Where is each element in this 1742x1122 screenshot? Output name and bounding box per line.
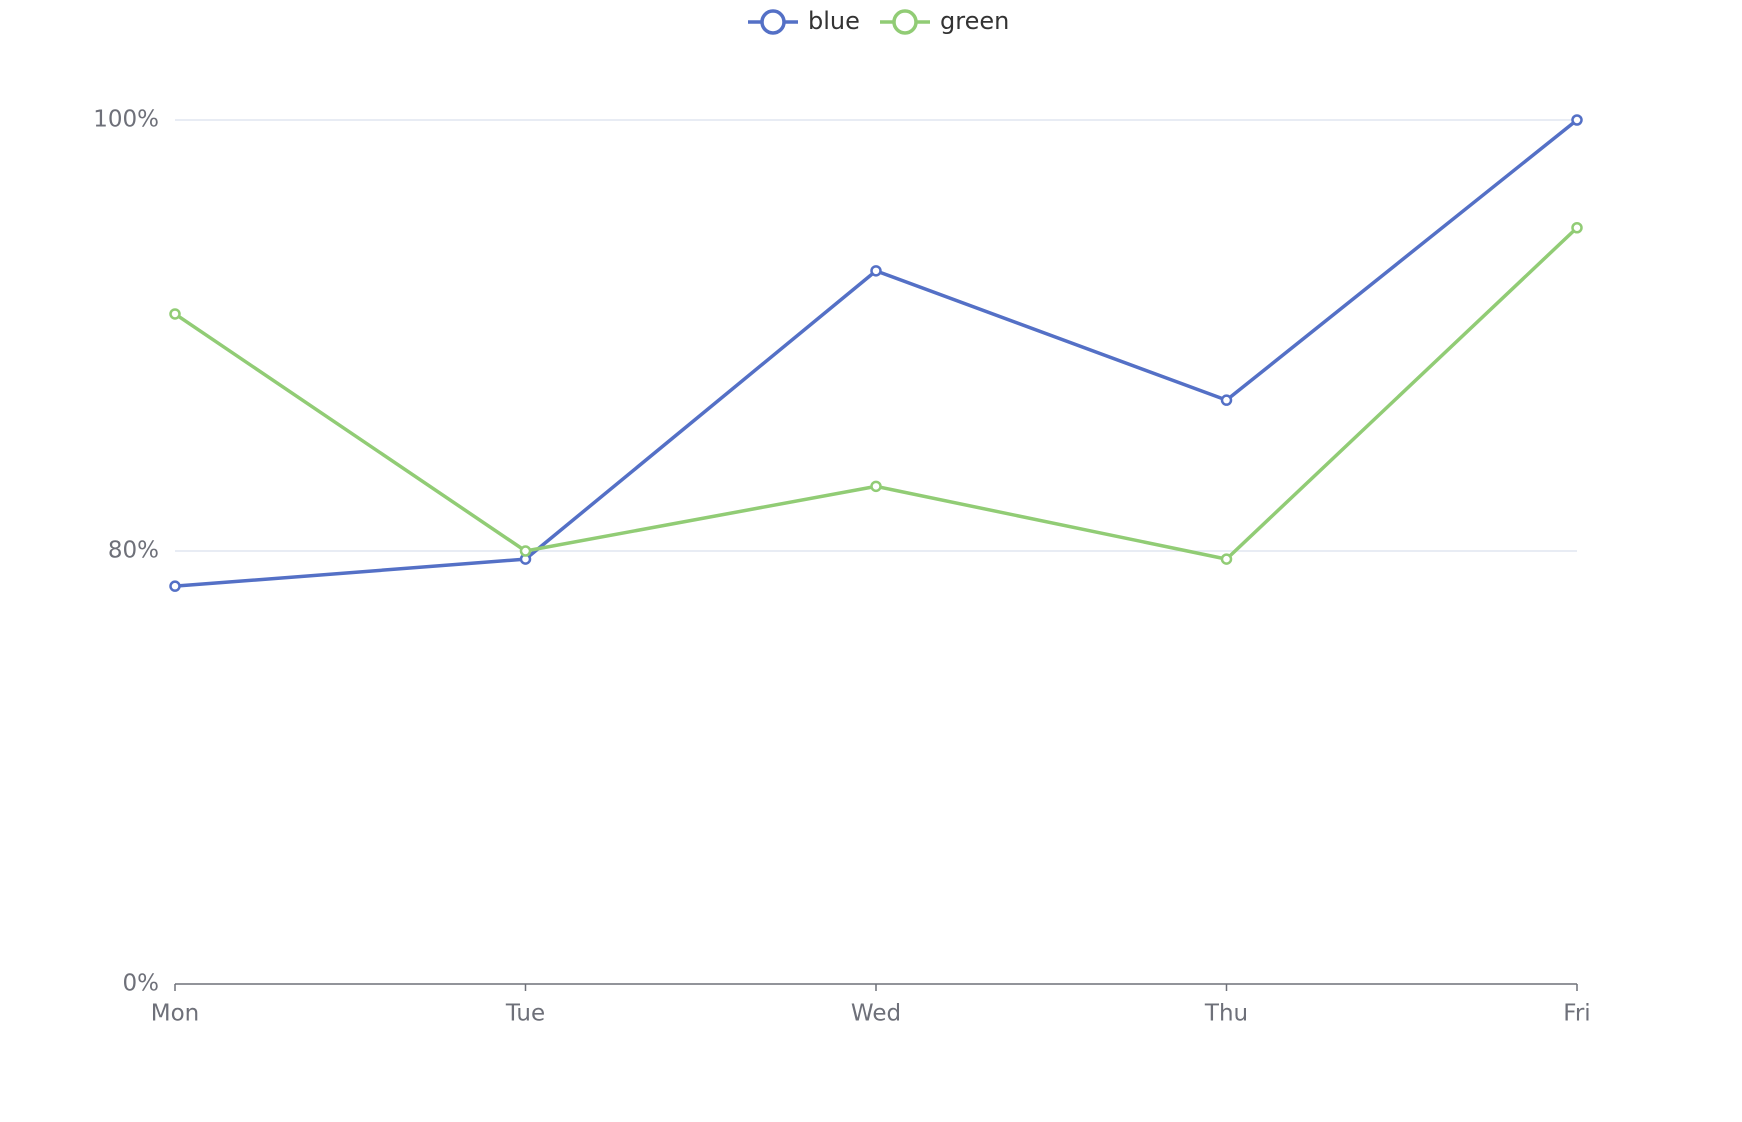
legend-label: blue — [808, 7, 860, 35]
x-tick-label: Wed — [851, 1001, 901, 1027]
legend-circle-icon — [760, 9, 786, 35]
y-axis-labels: 0% 80% 100% — [93, 107, 159, 997]
series-line-green — [174, 226, 1579, 561]
legend-circle-icon — [892, 9, 918, 35]
legend-item-blue[interactable]: blue — [748, 7, 860, 35]
x-tick-label: Thu — [1204, 1001, 1248, 1027]
series-line-blue — [174, 118, 1579, 588]
y-tick-label: 0% — [123, 971, 160, 997]
data-point[interactable] — [1220, 553, 1233, 565]
x-axis — [174, 983, 1578, 991]
x-tick-label: Tue — [505, 1001, 545, 1027]
legend-label: green — [940, 7, 1009, 35]
x-tick-label: Fri — [1563, 1001, 1590, 1027]
x-tick-label: Mon — [151, 1001, 200, 1027]
data-point[interactable] — [1220, 394, 1233, 406]
data-point[interactable] — [169, 308, 181, 320]
data-point[interactable] — [1571, 222, 1583, 234]
y-tick-label: 80% — [108, 538, 159, 564]
data-point[interactable] — [519, 545, 532, 557]
series-blue — [169, 114, 1583, 592]
series-layer — [169, 114, 1583, 592]
data-point[interactable] — [169, 580, 181, 592]
series-green — [169, 222, 1583, 565]
grid-lines — [175, 119, 1577, 552]
legend-item-green[interactable]: green — [880, 7, 1009, 35]
x-axis-labels: Mon Tue Wed Thu Fri — [151, 1001, 1591, 1027]
data-point[interactable] — [870, 265, 882, 277]
y-tick-label: 100% — [93, 107, 159, 133]
data-point[interactable] — [1571, 114, 1583, 126]
data-point[interactable] — [870, 480, 882, 493]
legend[interactable]: blue green — [748, 7, 1009, 35]
